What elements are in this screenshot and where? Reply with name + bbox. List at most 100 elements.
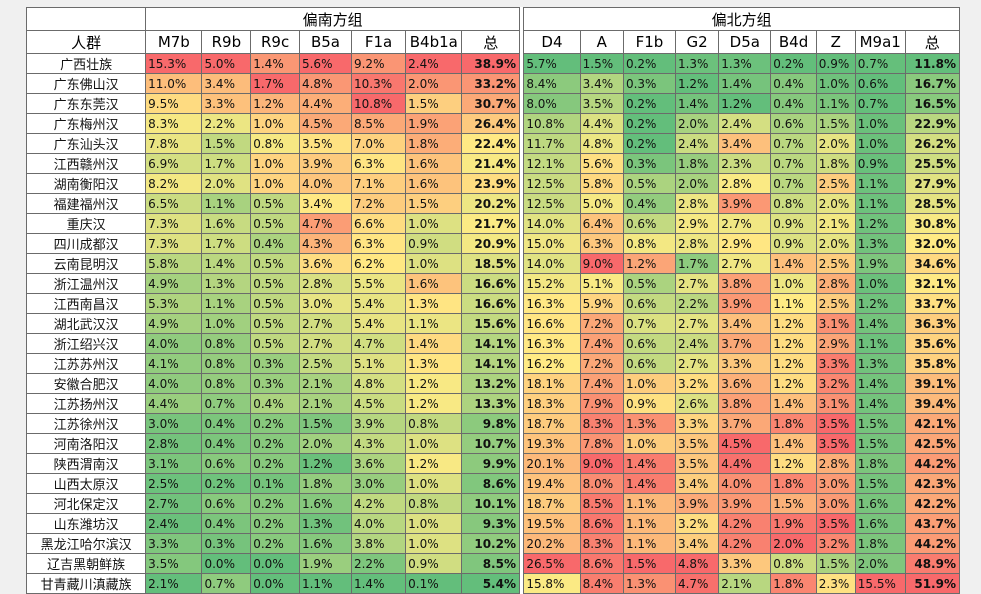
south-value-cell: 1.3%: [201, 273, 252, 294]
north-value-cell: 3.0%: [815, 473, 856, 494]
north-value-cell: 0.6%: [622, 213, 676, 234]
north-value-cell: 3.4%: [718, 313, 772, 334]
south-value-cell: 0.3%: [250, 353, 300, 374]
north-value-cell: 2.8%: [718, 173, 772, 194]
north-value-cell: 2.0%: [674, 173, 720, 194]
north-value-cell: 0.2%: [622, 93, 676, 114]
south-value-cell: 2.1%: [298, 373, 352, 394]
south-value-cell: 4.1%: [145, 353, 203, 374]
south-value-cell: 5.8%: [145, 253, 203, 274]
population-name: 辽吉黑朝鲜族: [25, 553, 147, 574]
north-value-cell: 5.0%: [579, 193, 624, 214]
north-value-cell: 8.5%: [579, 493, 624, 514]
south-value-cell: 1.8%: [298, 473, 352, 494]
north-value-cell: 2.8%: [815, 273, 856, 294]
north-value-cell: 1.5%: [770, 493, 817, 514]
south-value-cell: 3.4%: [298, 193, 352, 214]
table-row: 江苏苏州汉 4.1% 0.8% 0.3% 2.5% 5.1% 1.3% 14.1% 16.2% 7…: [25, 353, 961, 374]
population-name: 浙江温州汉: [25, 273, 147, 294]
south-value-cell: 0.5%: [250, 273, 300, 294]
north-value-cell: 1.4%: [854, 313, 906, 334]
north-value-cell: 1.6%: [854, 513, 906, 534]
south-value-cell: 7.2%: [350, 193, 407, 214]
south-value-cell: 0.2%: [250, 513, 300, 534]
table-row: 湖北武汉汉 4.9% 1.0% 0.5% 2.7% 5.4% 1.1% 15.6% 16.6% 7…: [25, 313, 961, 334]
north-value-cell: 2.7%: [674, 313, 720, 334]
north-total-cell: 44.2%: [904, 453, 961, 474]
group-gap-cell: [518, 213, 525, 234]
column-header: A: [579, 30, 624, 54]
table-row: 山西太原汉 2.5% 0.2% 0.1% 1.8% 3.0% 1.0% 8.6% 19.4% 8.…: [25, 473, 961, 494]
north-value-cell: 0.6%: [854, 73, 906, 94]
table-row: 河北保定汉 2.7% 0.6% 0.2% 1.6% 4.2% 0.8% 10.1% 18.7% 8…: [25, 493, 961, 514]
south-value-cell: 0.8%: [250, 133, 300, 154]
north-value-cell: 3.4%: [674, 533, 720, 554]
south-value-cell: 2.8%: [145, 433, 203, 454]
north-value-cell: 0.6%: [622, 353, 676, 374]
south-value-cell: 1.0%: [405, 433, 463, 454]
south-value-cell: 1.6%: [298, 533, 352, 554]
north-value-cell: 18.3%: [523, 393, 581, 414]
south-value-cell: 0.7%: [201, 573, 252, 594]
south-value-cell: 0.5%: [250, 313, 300, 334]
south-value-cell: 3.8%: [350, 533, 407, 554]
north-total-cell: 16.7%: [904, 73, 961, 94]
north-value-cell: 1.3%: [622, 413, 676, 434]
south-value-cell: 0.2%: [201, 473, 252, 494]
north-value-cell: 1.2%: [770, 453, 817, 474]
table-row: 甘青藏川滇藏族 2.1% 0.7% 0.0% 1.1% 1.4% 0.1% 5.4% 15.8%…: [25, 573, 961, 594]
south-total-cell: 10.2%: [461, 533, 520, 554]
corner-label: 人群: [25, 30, 147, 54]
south-value-cell: 2.7%: [298, 313, 352, 334]
group-gap-cell: [518, 493, 525, 514]
north-value-cell: 0.8%: [770, 553, 817, 574]
north-value-cell: 3.8%: [718, 273, 772, 294]
south-value-cell: 0.9%: [405, 233, 463, 254]
north-value-cell: 2.7%: [674, 353, 720, 374]
south-value-cell: 2.7%: [298, 333, 352, 354]
south-value-cell: 5.4%: [350, 293, 407, 314]
north-value-cell: 0.8%: [770, 193, 817, 214]
south-value-cell: 2.1%: [298, 393, 352, 414]
north-value-cell: 4.4%: [718, 453, 772, 474]
north-value-cell: 0.6%: [770, 113, 817, 134]
south-value-cell: 6.5%: [145, 193, 203, 214]
column-header: D5a: [718, 30, 772, 54]
north-value-cell: 3.2%: [815, 533, 856, 554]
group-gap-cell: [518, 73, 525, 94]
north-value-cell: 4.4%: [579, 113, 624, 134]
north-value-cell: 1.0%: [622, 373, 676, 394]
south-total-cell: 13.3%: [461, 393, 520, 414]
south-value-cell: 3.0%: [145, 413, 203, 434]
north-value-cell: 1.4%: [854, 373, 906, 394]
north-value-cell: 1.1%: [854, 193, 906, 214]
south-value-cell: 0.0%: [250, 553, 300, 574]
south-value-cell: 1.4%: [201, 253, 252, 274]
north-value-cell: 18.7%: [523, 413, 581, 434]
south-value-cell: 2.2%: [350, 553, 407, 574]
south-value-cell: 3.0%: [298, 293, 352, 314]
north-value-cell: 1.5%: [854, 473, 906, 494]
south-value-cell: 1.1%: [405, 313, 463, 334]
north-value-cell: 12.1%: [523, 153, 581, 174]
population-name: 湖南衡阳汉: [25, 173, 147, 194]
north-total-cell: 11.8%: [904, 53, 961, 74]
south-value-cell: 1.1%: [298, 573, 352, 594]
north-value-cell: 1.5%: [579, 53, 624, 74]
south-value-cell: 0.4%: [201, 433, 252, 454]
south-value-cell: 1.6%: [201, 213, 252, 234]
group-gap-cell: [518, 293, 525, 314]
north-value-cell: 0.9%: [815, 53, 856, 74]
south-value-cell: 0.6%: [201, 453, 252, 474]
south-value-cell: 2.2%: [201, 113, 252, 134]
column-gap: [518, 30, 525, 54]
south-value-cell: 1.2%: [405, 393, 463, 414]
north-value-cell: 1.4%: [622, 473, 676, 494]
north-value-cell: 4.8%: [674, 553, 720, 574]
south-value-cell: 2.0%: [405, 73, 463, 94]
south-value-cell: 0.3%: [250, 373, 300, 394]
north-value-cell: 1.8%: [770, 573, 817, 594]
north-value-cell: 1.8%: [854, 533, 906, 554]
north-value-cell: 3.5%: [815, 413, 856, 434]
population-name: 广西壮族: [25, 53, 147, 74]
